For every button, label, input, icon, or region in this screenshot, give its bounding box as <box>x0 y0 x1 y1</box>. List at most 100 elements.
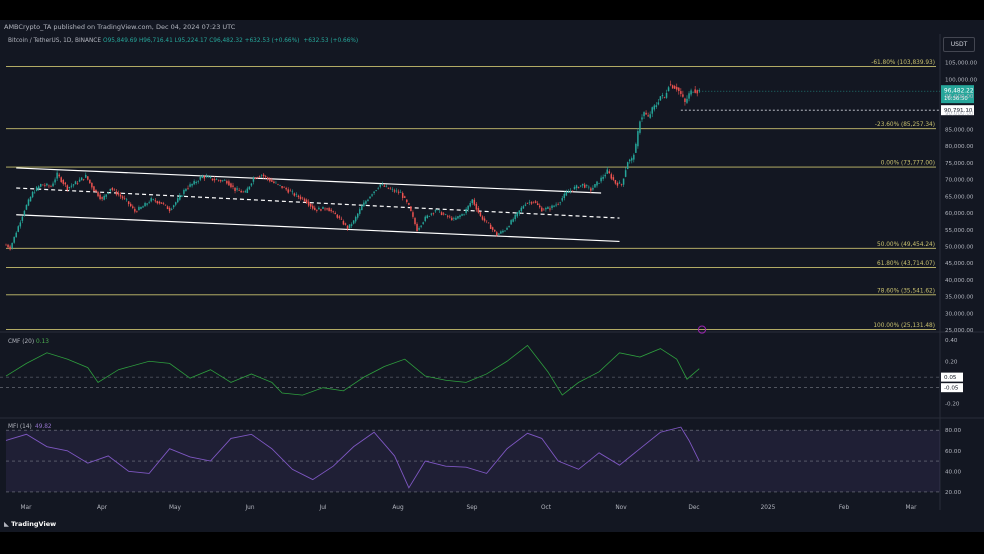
mfi-tick-label: 60.00 <box>945 449 961 455</box>
currency-button[interactable]: USDT <box>943 37 975 52</box>
candle-body <box>140 206 142 209</box>
candle-body <box>68 186 71 188</box>
candle-body <box>148 202 150 204</box>
candle-body <box>459 215 461 218</box>
candle-body <box>258 176 261 178</box>
candle-body <box>23 210 26 216</box>
candle-body <box>684 98 686 102</box>
candle-body <box>250 183 253 186</box>
time-axis: Mar Apr May Jun Jul Aug Sep Oct Nov Dec 2025 Feb Mar <box>21 505 918 511</box>
time-tick-label: Jul <box>319 505 327 511</box>
candle-body <box>305 199 308 204</box>
candle-body <box>680 91 682 94</box>
candle-body <box>264 176 267 177</box>
candle-body <box>352 220 355 224</box>
cmf-tick-label: 0.40 <box>945 338 958 344</box>
candle-body <box>500 231 502 234</box>
candle-body <box>655 105 658 107</box>
cmf-tick-label: 0.05 <box>944 375 957 381</box>
candle-body <box>181 195 183 197</box>
candle-body <box>350 224 353 226</box>
candle-body <box>487 222 490 224</box>
candle-body <box>404 196 406 198</box>
time-tick-label: Sep <box>467 505 478 511</box>
candle-body <box>606 169 608 174</box>
candle-body <box>40 184 42 187</box>
time-tick-label: Feb <box>839 505 850 511</box>
fib-levels: -61.80% (103,839.93) -23.60% (85,257.34) 0… <box>6 60 936 334</box>
candle-body <box>626 162 629 170</box>
candle-body <box>340 218 343 220</box>
candle-body <box>610 174 613 179</box>
candle-body <box>297 195 300 198</box>
candle-body <box>383 185 386 187</box>
candle-body <box>659 96 662 101</box>
fib-label: -23.60% (85,257.34) <box>875 122 935 128</box>
candle-body <box>471 199 474 204</box>
candle-body <box>242 191 244 193</box>
cmf-level-tag <box>941 383 963 393</box>
candle-body <box>256 177 259 178</box>
candle-body <box>246 188 249 194</box>
candle-body <box>9 246 11 250</box>
candle-body <box>647 115 649 117</box>
candle-body <box>101 197 103 199</box>
candle-body <box>275 182 277 184</box>
candle-body <box>397 191 400 193</box>
candle-body <box>105 194 107 197</box>
candle-body <box>581 183 584 186</box>
price-tick-label: 30,000.00 <box>945 311 974 317</box>
candle-body <box>661 95 664 97</box>
candle-body <box>698 90 701 92</box>
candle-body <box>367 199 369 202</box>
candle-body <box>408 203 410 205</box>
candle-body <box>543 209 545 211</box>
time-tick-label: Aug <box>392 505 404 511</box>
last-price-tag <box>941 85 974 104</box>
candle-body <box>95 189 97 192</box>
candle-body <box>203 176 206 179</box>
mfi-tick-label: 80.00 <box>945 428 961 434</box>
candle-body <box>573 186 576 190</box>
symbol-name: Bitcoin / TetherUS, 1D, BINANCE <box>8 38 102 44</box>
candle-body <box>538 205 541 208</box>
candle-body <box>461 214 463 216</box>
candle-body <box>671 85 674 89</box>
candle-body <box>205 176 208 177</box>
candle-body <box>293 193 296 196</box>
candle-body <box>369 196 371 199</box>
candle-body <box>195 182 197 183</box>
fib-label: -61.80% (103,839.93) <box>871 60 935 66</box>
candle-body <box>389 188 392 190</box>
candle-body <box>637 131 639 147</box>
candle-body <box>391 189 394 190</box>
candle-body <box>103 195 105 200</box>
candle-body <box>653 105 656 110</box>
trend-channel <box>16 167 620 243</box>
candle-body <box>526 203 529 204</box>
candle-body <box>109 188 112 191</box>
candle-body <box>244 191 247 193</box>
candle-body <box>7 244 9 248</box>
candle-body <box>262 174 265 177</box>
candle-body <box>446 215 449 217</box>
candle-body <box>299 196 302 199</box>
candle-body <box>690 90 692 95</box>
fib-label: 100.00% (25,131.48) <box>873 323 935 329</box>
time-tick-label: 2025 <box>761 505 776 511</box>
fib-label: 0.00% (73,777.00) <box>881 161 935 167</box>
candle-body <box>359 209 361 214</box>
candle-body <box>635 143 637 153</box>
candle-body <box>565 191 568 196</box>
candle-body <box>628 159 631 162</box>
candle-body <box>496 232 498 236</box>
candle-body <box>309 203 312 207</box>
candle-body <box>557 204 559 205</box>
fib-label: 50.00% (49,454.24) <box>877 242 935 248</box>
candle-body <box>563 193 566 199</box>
candle-body <box>254 177 257 179</box>
candle-body <box>604 174 606 177</box>
candle-body <box>174 202 177 205</box>
candle-body <box>166 206 169 210</box>
